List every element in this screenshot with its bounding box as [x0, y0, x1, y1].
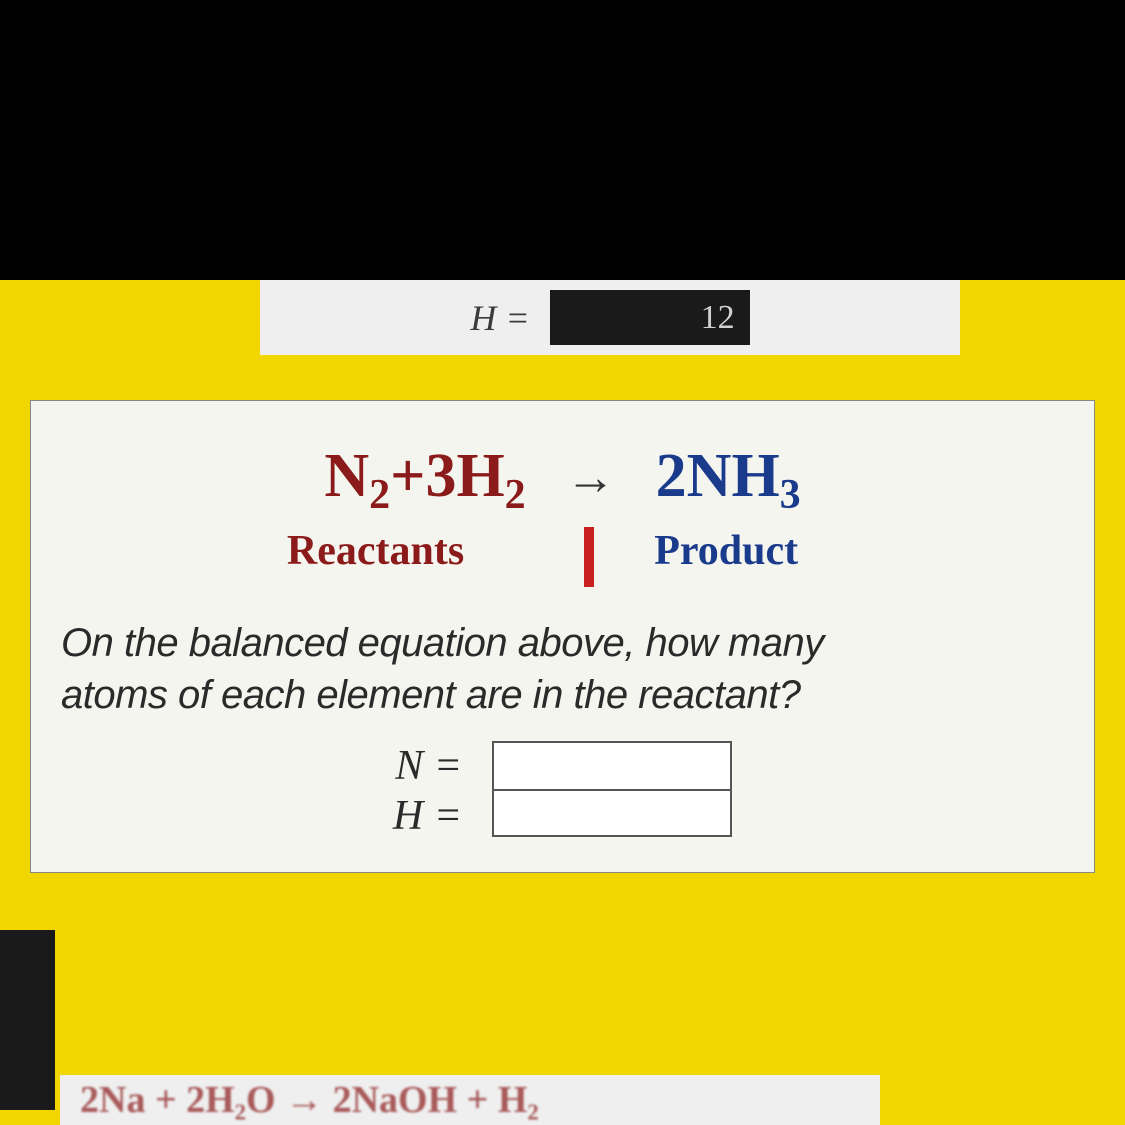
chemical-equation: N 2 + 3H 2 → 2NH 3	[61, 441, 1064, 512]
question-line-1: On the balanced equation above, how many	[61, 617, 1064, 669]
h-answer-label: H =	[393, 791, 462, 841]
top-h-label: H =	[470, 297, 529, 339]
n-answer-label: N =	[395, 741, 462, 791]
equation-reactants: N 2 + 3H 2	[324, 441, 525, 512]
nitrogen-symbol: N	[324, 441, 369, 512]
answer-section: N = H =	[61, 741, 1064, 842]
bottom-next-question-fragment: 2Na + 2H₂O → 2NaOH + H₂	[60, 1075, 880, 1125]
top-h-value: 12	[701, 299, 735, 337]
reaction-arrow-icon: →	[566, 448, 616, 506]
product-label: Product	[654, 527, 798, 575]
question-line-2: atoms of each element are in the reactan…	[61, 669, 1064, 721]
top-h-value-box: 12	[550, 290, 750, 345]
text-cursor-icon	[584, 527, 594, 587]
left-dark-shape	[0, 930, 55, 1110]
answer-inputs-column	[492, 741, 732, 842]
top-previous-answer-fragment: H = 12	[260, 280, 960, 355]
equation-labels-row: Reactants Product	[61, 527, 1064, 587]
n-answer-input[interactable]	[492, 741, 732, 789]
question-card: N 2 + 3H 2 → 2NH 3 Reactants Product On …	[30, 400, 1095, 873]
product-formula: 2NH	[656, 441, 780, 512]
question-text: On the balanced equation above, how many…	[61, 617, 1064, 721]
bottom-equation-text: 2Na + 2H₂O → 2NaOH + H₂	[80, 1078, 539, 1122]
product-subscript: 3	[780, 471, 801, 519]
equation-product: 2NH 3	[656, 441, 801, 512]
nitrogen-subscript: 2	[369, 471, 390, 519]
reactants-label: Reactants	[287, 527, 464, 575]
answer-labels-column: N = H =	[393, 741, 462, 842]
h-answer-input[interactable]	[492, 789, 732, 837]
hydrogen-coef: 3H	[425, 441, 504, 512]
plus-sign: +	[390, 441, 425, 512]
hydrogen-subscript: 2	[505, 471, 526, 519]
